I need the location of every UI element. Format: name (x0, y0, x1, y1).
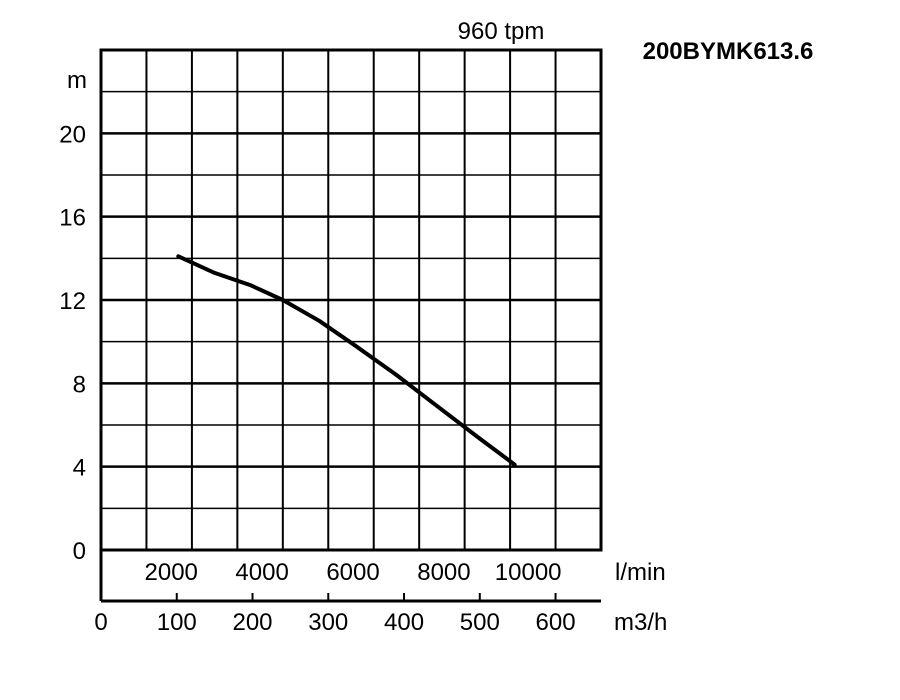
x-tick-label-lmin: 6000 (326, 559, 379, 586)
x-tick-labels-lmin: 2000 4000 6000 8000 10000 (145, 559, 562, 586)
x-tick-label-lmin: 10000 (495, 559, 562, 586)
y-tick-label: 4 (73, 455, 86, 482)
x-tick-label-m3h: 300 (308, 609, 348, 636)
y-tick-label: 0 (73, 538, 86, 565)
m3h-tick-marks (175, 593, 557, 601)
x-tick-label-m3h: 200 (232, 609, 272, 636)
x-axis-unit-lmin: l/min (615, 559, 666, 586)
grid (101, 50, 601, 550)
y-tick-label: 20 (59, 121, 86, 148)
x-tick-label-m3h: 600 (536, 609, 576, 636)
x-tick-label-m3h: 500 (460, 609, 500, 636)
x-tick-label-m3h: 0 (94, 609, 107, 636)
y-tick-labels: 0 4 8 12 16 20 (59, 121, 86, 565)
x-tick-label-lmin: 2000 (145, 559, 198, 586)
model-title: 200BYMK613.6 (643, 38, 814, 65)
y-tick-label: 8 (73, 371, 86, 398)
x-tick-label-lmin: 8000 (417, 559, 470, 586)
speed-label: 960 tpm (458, 18, 545, 45)
x-axis-unit-m3h: m3/h (614, 609, 667, 636)
y-tick-label: 16 (59, 205, 86, 232)
y-tick-label: 12 (59, 288, 86, 315)
x-tick-label-lmin: 4000 (235, 559, 288, 586)
y-axis-unit-label: m (67, 67, 87, 94)
x-tick-labels-m3h: 0 100 200 300 400 500 600 (94, 609, 575, 636)
head-flow-curve (176, 254, 517, 467)
x-tick-label-m3h: 400 (384, 609, 424, 636)
x-tick-label-m3h: 100 (157, 609, 197, 636)
